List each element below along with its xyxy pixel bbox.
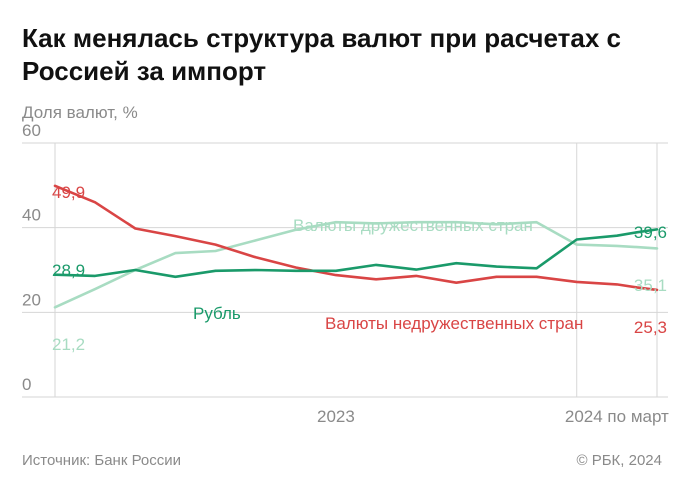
series-label-friendly: Валюты дружественных стран [293,216,533,235]
value-label-unfriendly-end: 25,3 [634,318,667,337]
value-label-ruble-start: 28,9 [52,261,85,280]
series-line-unfriendly [53,184,659,292]
value-label-ruble-end: 39,6 [634,223,667,242]
chart-title: Как менялась структура валют при расчета… [22,23,621,86]
value-label-unfriendly-start: 49,9 [52,183,85,202]
y-tick-label: 20 [22,290,41,309]
source-note: Источник: Банк России [22,452,182,469]
series-label-ruble: Рубль [193,304,241,323]
y-tick-label: 0 [22,375,31,394]
x-tick-label: 2024 по март [565,407,669,426]
value-label-friendly-end: 35,1 [634,276,667,295]
y-tick-label: 60 [22,121,41,140]
series-line-ruble [53,228,659,279]
value-label-friendly-start: 21,2 [52,335,85,354]
series-label-unfriendly: Валюты недружественных стран [325,314,583,333]
series-line-friendly [53,220,659,309]
line-chart: 0 20 40 60 2023 2024 по март 49,9 28,9 21,2 39,6 3… [22,121,669,426]
y-tick-label: 40 [22,206,41,225]
x-tick-label: 2023 [317,407,355,426]
copyright-note: © РБК, 2024 [576,452,662,469]
chart-subtitle: Доля валют, % [22,103,138,122]
